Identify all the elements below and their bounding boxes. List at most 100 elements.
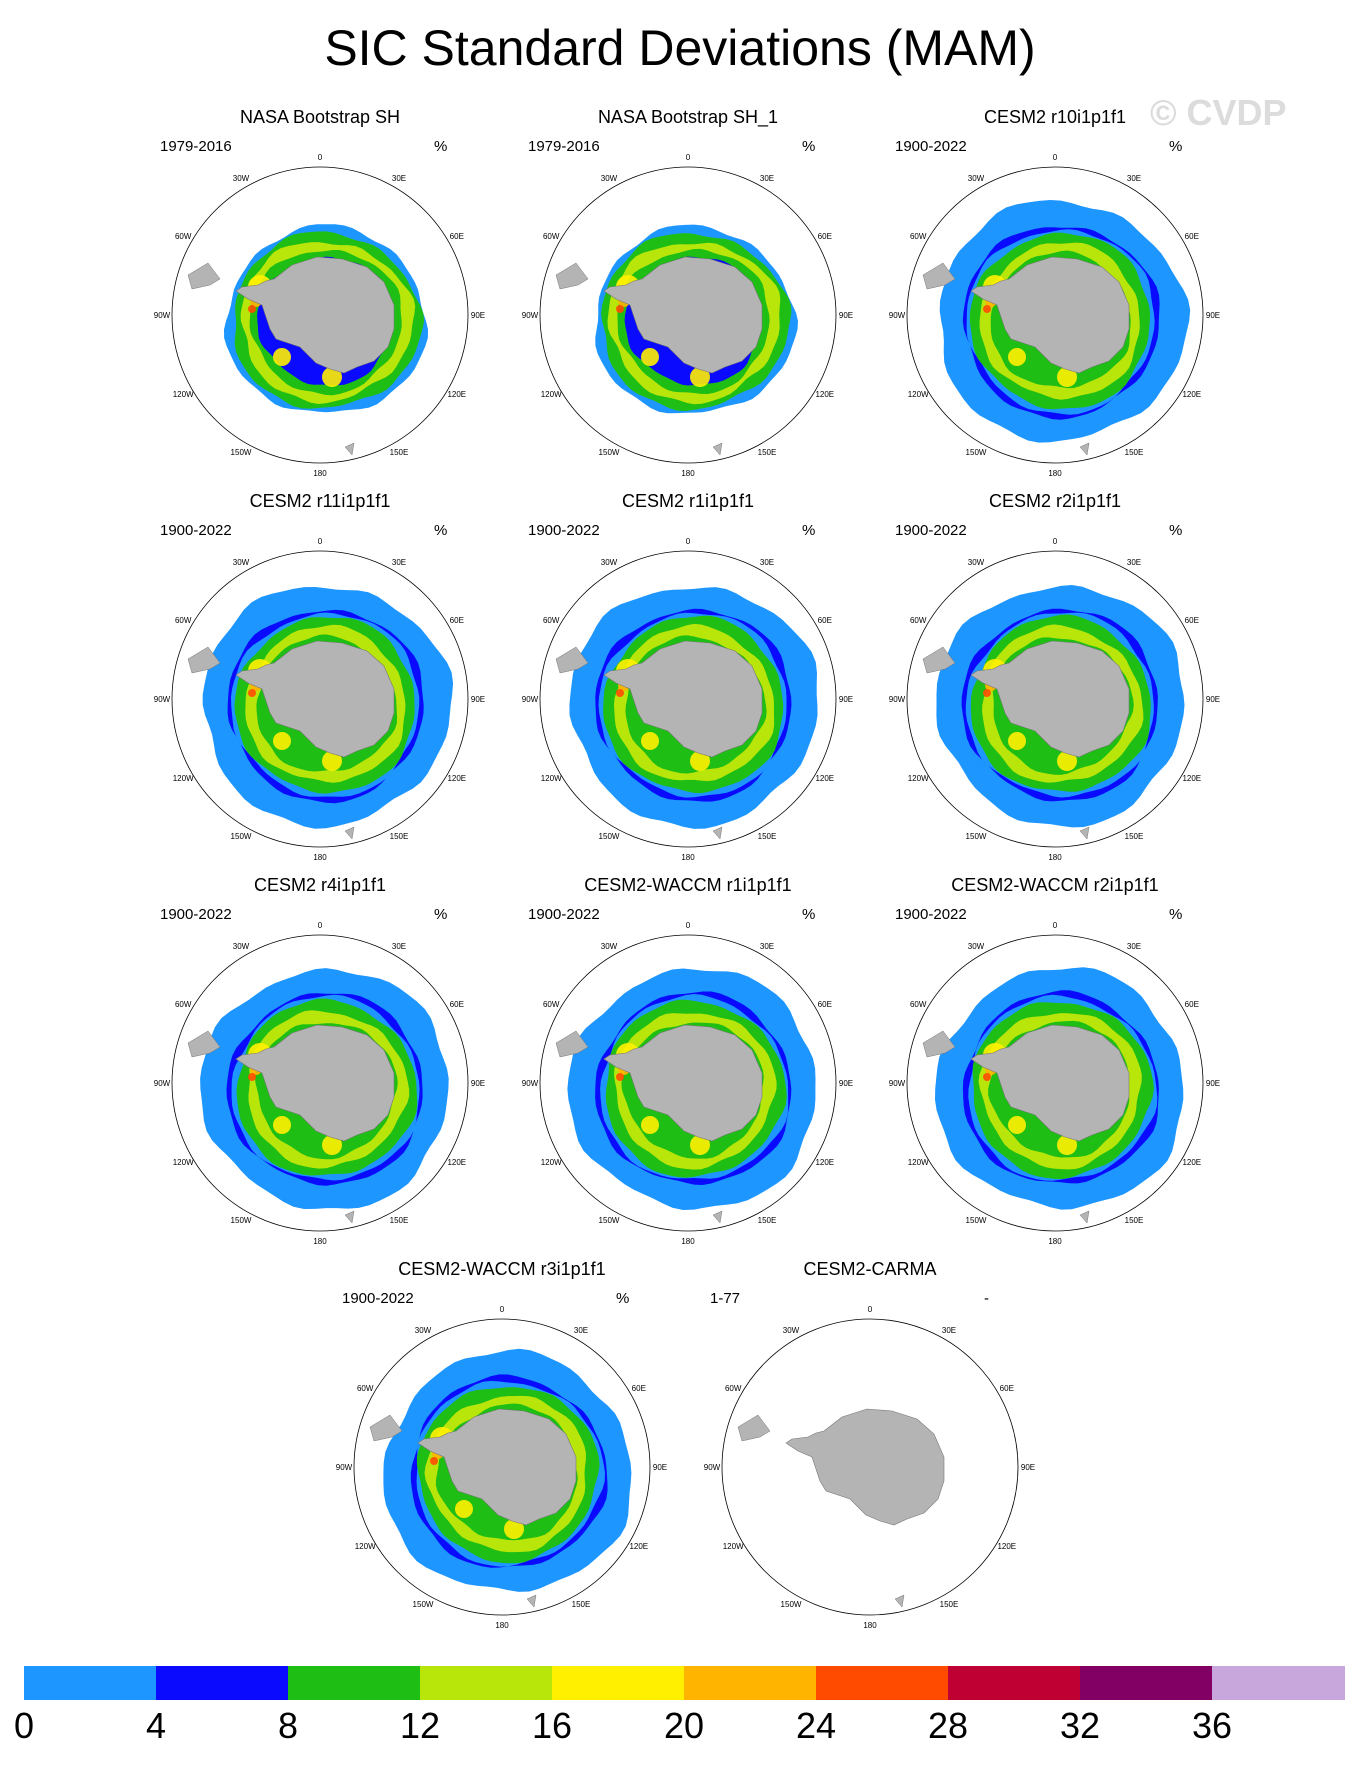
longitude-label: 150W [231,448,252,457]
longitude-label: 180 [1048,1237,1062,1246]
longitude-label: 180 [863,1621,877,1630]
new-zealand-landmass [712,442,723,456]
longitude-label: 0 [686,537,691,546]
new-zealand-landmass [1079,442,1090,456]
longitude-label: 180 [681,1237,695,1246]
longitude-label: 0 [686,921,691,930]
longitude-label: 30E [1127,942,1141,951]
sic-high-variability-patch [641,1116,659,1134]
longitude-label: 0 [318,921,323,930]
polar-map: 0 30E 60E 90E 120E 150E 180 150W 120W 90W 60W 30W [522,153,853,478]
colorbar-segment [1080,1666,1213,1700]
longitude-label: 150E [758,448,777,457]
map-panel: CESM2 r2i1p1f1 1900-2022% 0 30E 60E 90E 120E 15… [875,490,1235,862]
panel-period: 1900-2022 [895,522,967,539]
longitude-label: 120E [1182,390,1201,399]
longitude-label: 30W [601,942,618,951]
polar-map: 0 30E 60E 90E 120E 150E 180 150W 120W 90W 60W 30W [154,921,485,1246]
cvdp-watermark: © CVDP [1150,92,1287,133]
longitude-label: 30E [574,1326,588,1335]
panel-title: CESM2 r2i1p1f1 [988,491,1122,511]
south-america-landmass [187,1030,221,1058]
colorbar-tick-label: 16 [531,1705,573,1746]
map-boundary [906,934,1204,1232]
longitude-label: 30W [968,558,985,567]
longitude-label: 60E [1000,1384,1014,1393]
map-panel: CESM2-WACCM r3i1p1f1 1900-2022% 0 30E 60E 90E… [322,1258,682,1630]
longitude-label: 120W [908,1158,929,1167]
longitude-label: 120W [173,774,194,783]
map-boundary [906,550,1204,848]
panel-unit: % [434,522,448,539]
longitude-label: 0 [500,1305,505,1314]
longitude-label: 150W [599,832,620,841]
panel-unit: % [1169,138,1183,155]
map-panel: CESM2 r1i1p1f1 1900-2022% 0 30E 60E 90E 120E 15… [508,490,868,862]
polar-map: 0 30E 60E 90E 120E 150E 180 150W 120W 90W 60W 30W [522,537,853,862]
new-zealand-landmass [344,826,355,840]
figure-title: SIC Standard Deviations (MAM) [324,20,1036,76]
panel-unit: % [802,906,816,923]
panel-period: 1900-2022 [160,522,232,539]
longitude-label: 90E [1021,1463,1035,1472]
longitude-label: 90W [154,1079,171,1088]
panel-period: 1-77 [710,1290,741,1307]
panel-title: CESM2-WACCM r1i1p1f1 [584,875,792,895]
map-boundary [171,166,469,464]
longitude-label: 60W [543,616,560,625]
sic-high-variability-patch [690,751,710,771]
longitude-label: 30W [968,174,985,183]
panel-unit: % [434,138,448,155]
polar-map: 0 30E 60E 90E 120E 150E 180 150W 120W 90W 60W 30W [154,537,485,862]
colorbar-tick-label: 36 [1191,1705,1233,1746]
longitude-label: 60W [175,232,192,241]
map-panel: CESM2 r4i1p1f1 1900-2022% 0 30E 60E 90E 120E 15… [140,874,500,1246]
map-boundary [353,1318,651,1616]
longitude-label: 150E [1125,448,1144,457]
panel-title: NASA Bootstrap SH [239,107,401,127]
longitude-label: 60E [818,616,832,625]
panel-period: 1900-2022 [160,906,232,923]
longitude-label: 120E [815,1158,834,1167]
antarctica-landmass [785,1408,945,1526]
map-boundary [171,934,469,1232]
longitude-label: 180 [313,853,327,862]
antarctica-landmass [235,640,395,758]
longitude-label: 120E [1182,1158,1201,1167]
longitude-label: 120W [908,774,929,783]
longitude-label: 90W [889,311,906,320]
colorbar-tick-label: 20 [663,1705,705,1746]
panel-title: CESM2 r4i1p1f1 [253,875,387,895]
new-zealand-landmass [1079,826,1090,840]
longitude-label: 150W [781,1600,802,1609]
antarctica-landmass [417,1408,577,1526]
longitude-label: 180 [1048,469,1062,478]
polar-map: 0 30E 60E 90E 120E 150E 180 150W 120W 90W 60W 30W [522,921,853,1246]
colorbar-tick-label: 4 [145,1705,167,1746]
longitude-label: 0 [1053,537,1058,546]
longitude-label: 60E [450,616,464,625]
longitude-label: 90E [1206,695,1220,704]
longitude-label: 120W [355,1542,376,1551]
longitude-label: 60E [818,1000,832,1009]
map-boundary [539,934,837,1232]
sic-high-variability-patch [983,305,991,313]
sic-high-variability-patch [273,348,291,366]
panel-unit: % [616,1290,630,1307]
south-america-landmass [187,262,221,290]
longitude-label: 60E [1185,616,1199,625]
map-panel: CESM2-CARMA 1-77 - 0 30E 60E 90E 120E 150E 180 150… [690,1258,1050,1630]
sic-high-variability-patch [641,732,659,750]
longitude-label: 90W [704,1463,721,1472]
longitude-label: 90W [889,695,906,704]
panel-title: NASA Bootstrap SH_1 [597,107,779,127]
polar-map: 0 30E 60E 90E 120E 150E 180 150W 120W 90W 60W 30W [154,153,485,478]
longitude-label: 60E [1185,1000,1199,1009]
south-america-landmass [555,646,589,674]
longitude-label: 60W [175,616,192,625]
panel-unit: % [1169,906,1183,923]
longitude-label: 120E [997,1542,1016,1551]
panel-title: CESM2 r1i1p1f1 [621,491,755,511]
south-america-landmass [922,1030,956,1058]
sic-high-variability-patch [1008,348,1026,366]
